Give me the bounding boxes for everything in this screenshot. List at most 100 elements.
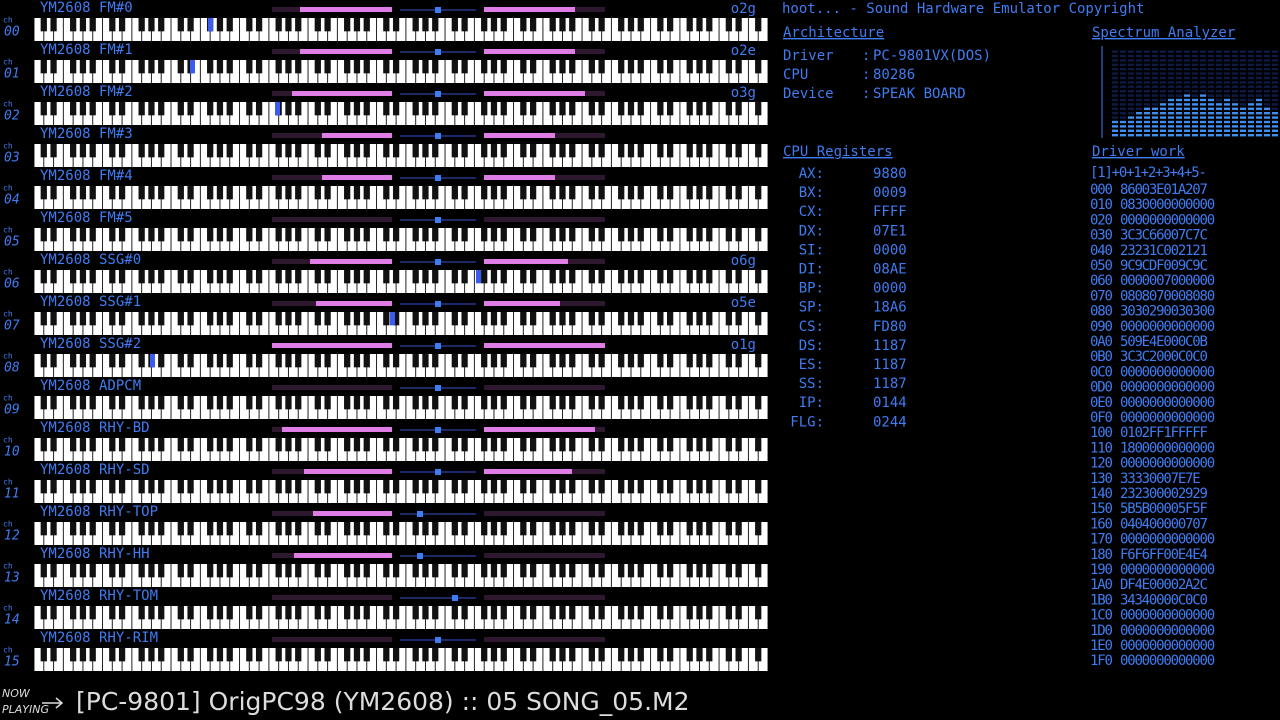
- white-key: [416, 606, 425, 629]
- black-key: [588, 648, 595, 662]
- white-key: [543, 102, 553, 125]
- white-key: [729, 564, 739, 587]
- black-key: [686, 396, 693, 410]
- black-key: [392, 522, 400, 536]
- black-key: [353, 186, 361, 200]
- black-key: [520, 18, 527, 32]
- black-key: [118, 438, 126, 452]
- white-key: [445, 648, 455, 671]
- white-key: [562, 312, 572, 335]
- white-key: [562, 438, 572, 461]
- spectrum-cell: [1200, 107, 1206, 110]
- black-key: [158, 312, 165, 326]
- black-key: [432, 648, 439, 662]
- spectrum-cell: [1160, 81, 1166, 84]
- white-key: [533, 18, 543, 41]
- spectrum-cell: [1136, 81, 1142, 84]
- spectrum-cell: [1232, 54, 1238, 58]
- black-key: [627, 18, 635, 32]
- white-key: [337, 102, 347, 125]
- register-value: 0144: [873, 395, 907, 411]
- black-key: [667, 312, 674, 326]
- black-key: [520, 438, 527, 452]
- white-key: [748, 606, 758, 629]
- white-key: [631, 354, 641, 377]
- white-key: [220, 522, 230, 545]
- black-key: [598, 564, 605, 578]
- black-key: [324, 522, 331, 536]
- spectrum-cell: [1136, 76, 1142, 80]
- white-key: [200, 270, 210, 293]
- white-key: [670, 60, 680, 83]
- black-key: [246, 60, 253, 74]
- black-key: [70, 18, 77, 32]
- white-key: [367, 438, 377, 461]
- spectrum-cell: [1128, 129, 1134, 132]
- white-key: [54, 480, 63, 503]
- black-key: [138, 18, 145, 32]
- black-key: [422, 480, 429, 494]
- hex-address: 180: [1090, 547, 1112, 563]
- white-key: [631, 396, 641, 419]
- white-key: [93, 102, 103, 125]
- meter-level: [484, 259, 568, 264]
- white-key: [719, 144, 729, 167]
- white-key: [112, 522, 122, 545]
- white-key: [553, 354, 562, 377]
- black-key: [529, 480, 537, 494]
- black-key: [657, 648, 664, 662]
- white-key: [670, 18, 680, 41]
- black-key: [79, 480, 87, 494]
- spectrum-cell: [1208, 129, 1214, 132]
- black-key: [422, 186, 429, 200]
- spectrum-cell: [1184, 59, 1190, 62]
- black-key: [177, 522, 184, 536]
- black-key: [481, 144, 488, 158]
- white-key: [484, 18, 494, 41]
- spectrum-cell: [1240, 85, 1246, 88]
- white-key: [553, 102, 562, 125]
- hex-address: 1F0: [1090, 653, 1112, 669]
- white-key: [739, 648, 748, 671]
- spectrum-cell: [1264, 134, 1270, 137]
- white-key: [680, 606, 690, 629]
- black-key: [598, 144, 605, 158]
- white-key: [729, 228, 739, 251]
- white-key: [347, 102, 357, 125]
- white-key: [611, 186, 621, 209]
- white-key: [191, 354, 200, 377]
- black-key: [569, 396, 576, 410]
- black-key: [216, 522, 224, 536]
- black-key: [226, 102, 233, 116]
- black-key: [353, 60, 361, 74]
- white-key: [230, 18, 240, 41]
- spectrum-cell: [1272, 68, 1278, 71]
- black-key: [285, 354, 292, 368]
- white-key: [161, 270, 171, 293]
- black-key: [637, 396, 644, 410]
- spectrum-cell: [1224, 63, 1230, 66]
- white-key: [553, 228, 562, 251]
- white-key: [455, 60, 465, 83]
- white-key: [435, 438, 445, 461]
- spectrum-cell: [1128, 50, 1134, 53]
- spectrum-cell: [1248, 59, 1254, 62]
- black-key: [686, 144, 693, 158]
- black-key: [324, 354, 331, 368]
- white-key: [699, 648, 709, 671]
- black-key: [549, 354, 556, 368]
- black-key: [324, 144, 331, 158]
- white-key: [621, 396, 631, 419]
- black-key: [40, 102, 47, 116]
- black-key: [177, 564, 184, 578]
- white-key: [670, 354, 680, 377]
- hex-bytes: 0808070008080: [1120, 288, 1215, 304]
- white-key: [455, 522, 465, 545]
- black-key: [735, 354, 742, 368]
- spectrum-cell: [1128, 90, 1134, 93]
- black-key: [451, 186, 458, 200]
- white-key: [435, 648, 445, 671]
